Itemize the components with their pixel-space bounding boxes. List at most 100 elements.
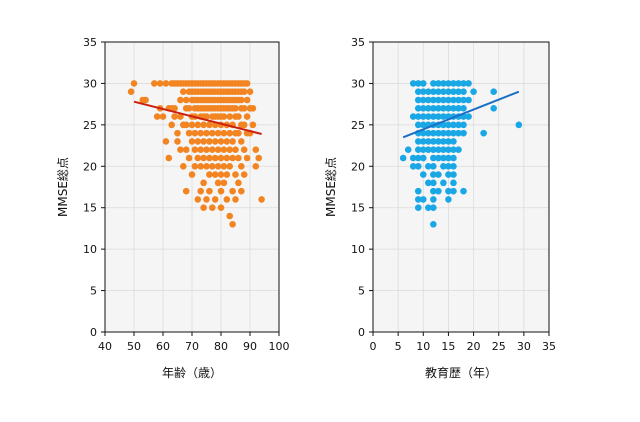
data-point	[200, 121, 207, 129]
data-point	[197, 146, 204, 154]
data-point	[142, 96, 149, 104]
data-point	[177, 146, 184, 154]
data-point	[171, 113, 178, 120]
data-point	[414, 204, 422, 212]
data-point	[226, 146, 233, 154]
data-point	[445, 129, 452, 137]
data-point	[127, 88, 135, 96]
data-point	[223, 138, 231, 145]
data-point	[229, 154, 236, 162]
data-point	[194, 154, 202, 162]
x-tick-label: 80	[214, 340, 228, 353]
data-point	[435, 88, 442, 96]
data-point	[419, 104, 427, 112]
data-point	[165, 154, 173, 162]
data-point	[460, 104, 467, 112]
data-point	[209, 146, 216, 154]
data-point	[430, 113, 437, 120]
data-point	[206, 121, 213, 129]
data-point	[194, 196, 202, 203]
y-tick-label: 20	[351, 160, 365, 173]
data-point	[445, 187, 452, 195]
data-point	[188, 121, 196, 129]
data-point	[185, 129, 193, 137]
data-point	[450, 171, 457, 178]
data-point	[177, 113, 184, 120]
data-point	[425, 104, 432, 112]
data-point	[171, 104, 178, 112]
data-point	[220, 129, 228, 137]
data-point	[162, 138, 170, 145]
x-tick-label: 30	[517, 340, 531, 353]
data-point	[490, 88, 497, 96]
data-point	[430, 162, 437, 170]
data-point	[414, 88, 422, 96]
x-axis-title: 年齢（歳）	[162, 365, 222, 380]
data-point	[435, 104, 442, 112]
data-point	[206, 171, 213, 178]
data-point	[223, 154, 231, 162]
data-point	[440, 80, 447, 87]
data-point	[430, 96, 437, 104]
data-point	[445, 104, 452, 112]
data-point	[409, 113, 417, 120]
data-point	[177, 96, 184, 104]
data-point	[445, 162, 452, 170]
data-point	[445, 138, 452, 145]
data-point	[465, 80, 472, 87]
y-tick-label: 35	[83, 36, 97, 49]
data-point	[440, 154, 447, 162]
data-point	[430, 196, 437, 203]
data-point	[419, 138, 427, 145]
data-point	[209, 129, 216, 137]
data-point	[419, 146, 427, 154]
data-point	[404, 146, 412, 154]
data-point	[450, 179, 457, 187]
data-point	[188, 171, 196, 178]
data-point	[409, 162, 417, 170]
data-point	[168, 121, 175, 129]
data-point	[465, 113, 472, 120]
data-point	[435, 187, 442, 195]
data-point	[249, 121, 257, 129]
data-point	[238, 162, 245, 170]
data-point	[238, 187, 245, 195]
data-points	[399, 80, 523, 228]
data-point	[435, 171, 442, 178]
data-point	[470, 88, 477, 96]
data-point	[217, 138, 225, 145]
x-axis-title: 教育歴（年）	[425, 365, 497, 380]
data-point	[240, 171, 248, 178]
y-tick-label: 25	[83, 119, 97, 132]
data-point	[425, 88, 432, 96]
data-point	[220, 146, 228, 154]
trend-line	[402, 90, 520, 139]
data-point	[419, 196, 427, 203]
data-point	[445, 171, 452, 178]
data-point	[214, 179, 222, 187]
data-point	[435, 113, 442, 120]
data-point	[191, 129, 199, 137]
data-point	[203, 129, 210, 137]
data-point	[414, 138, 422, 145]
y-tick-label: 15	[83, 202, 97, 215]
data-point	[246, 88, 254, 96]
data-point	[425, 96, 432, 104]
data-point	[414, 154, 422, 162]
data-point	[425, 129, 432, 137]
data-point	[243, 96, 251, 104]
data-point	[430, 171, 437, 178]
data-point	[243, 113, 251, 120]
data-point	[211, 138, 219, 145]
data-point	[220, 113, 228, 120]
data-point	[217, 204, 225, 212]
data-point	[232, 196, 239, 203]
y-tick-label: 30	[83, 77, 97, 90]
data-point	[243, 154, 251, 162]
data-point	[226, 113, 233, 120]
x-tick-label: 100	[269, 340, 290, 353]
data-point	[209, 162, 216, 170]
y-tick-label: 5	[90, 285, 97, 298]
y-tick-label: 10	[351, 243, 365, 256]
trend-line	[133, 100, 262, 135]
